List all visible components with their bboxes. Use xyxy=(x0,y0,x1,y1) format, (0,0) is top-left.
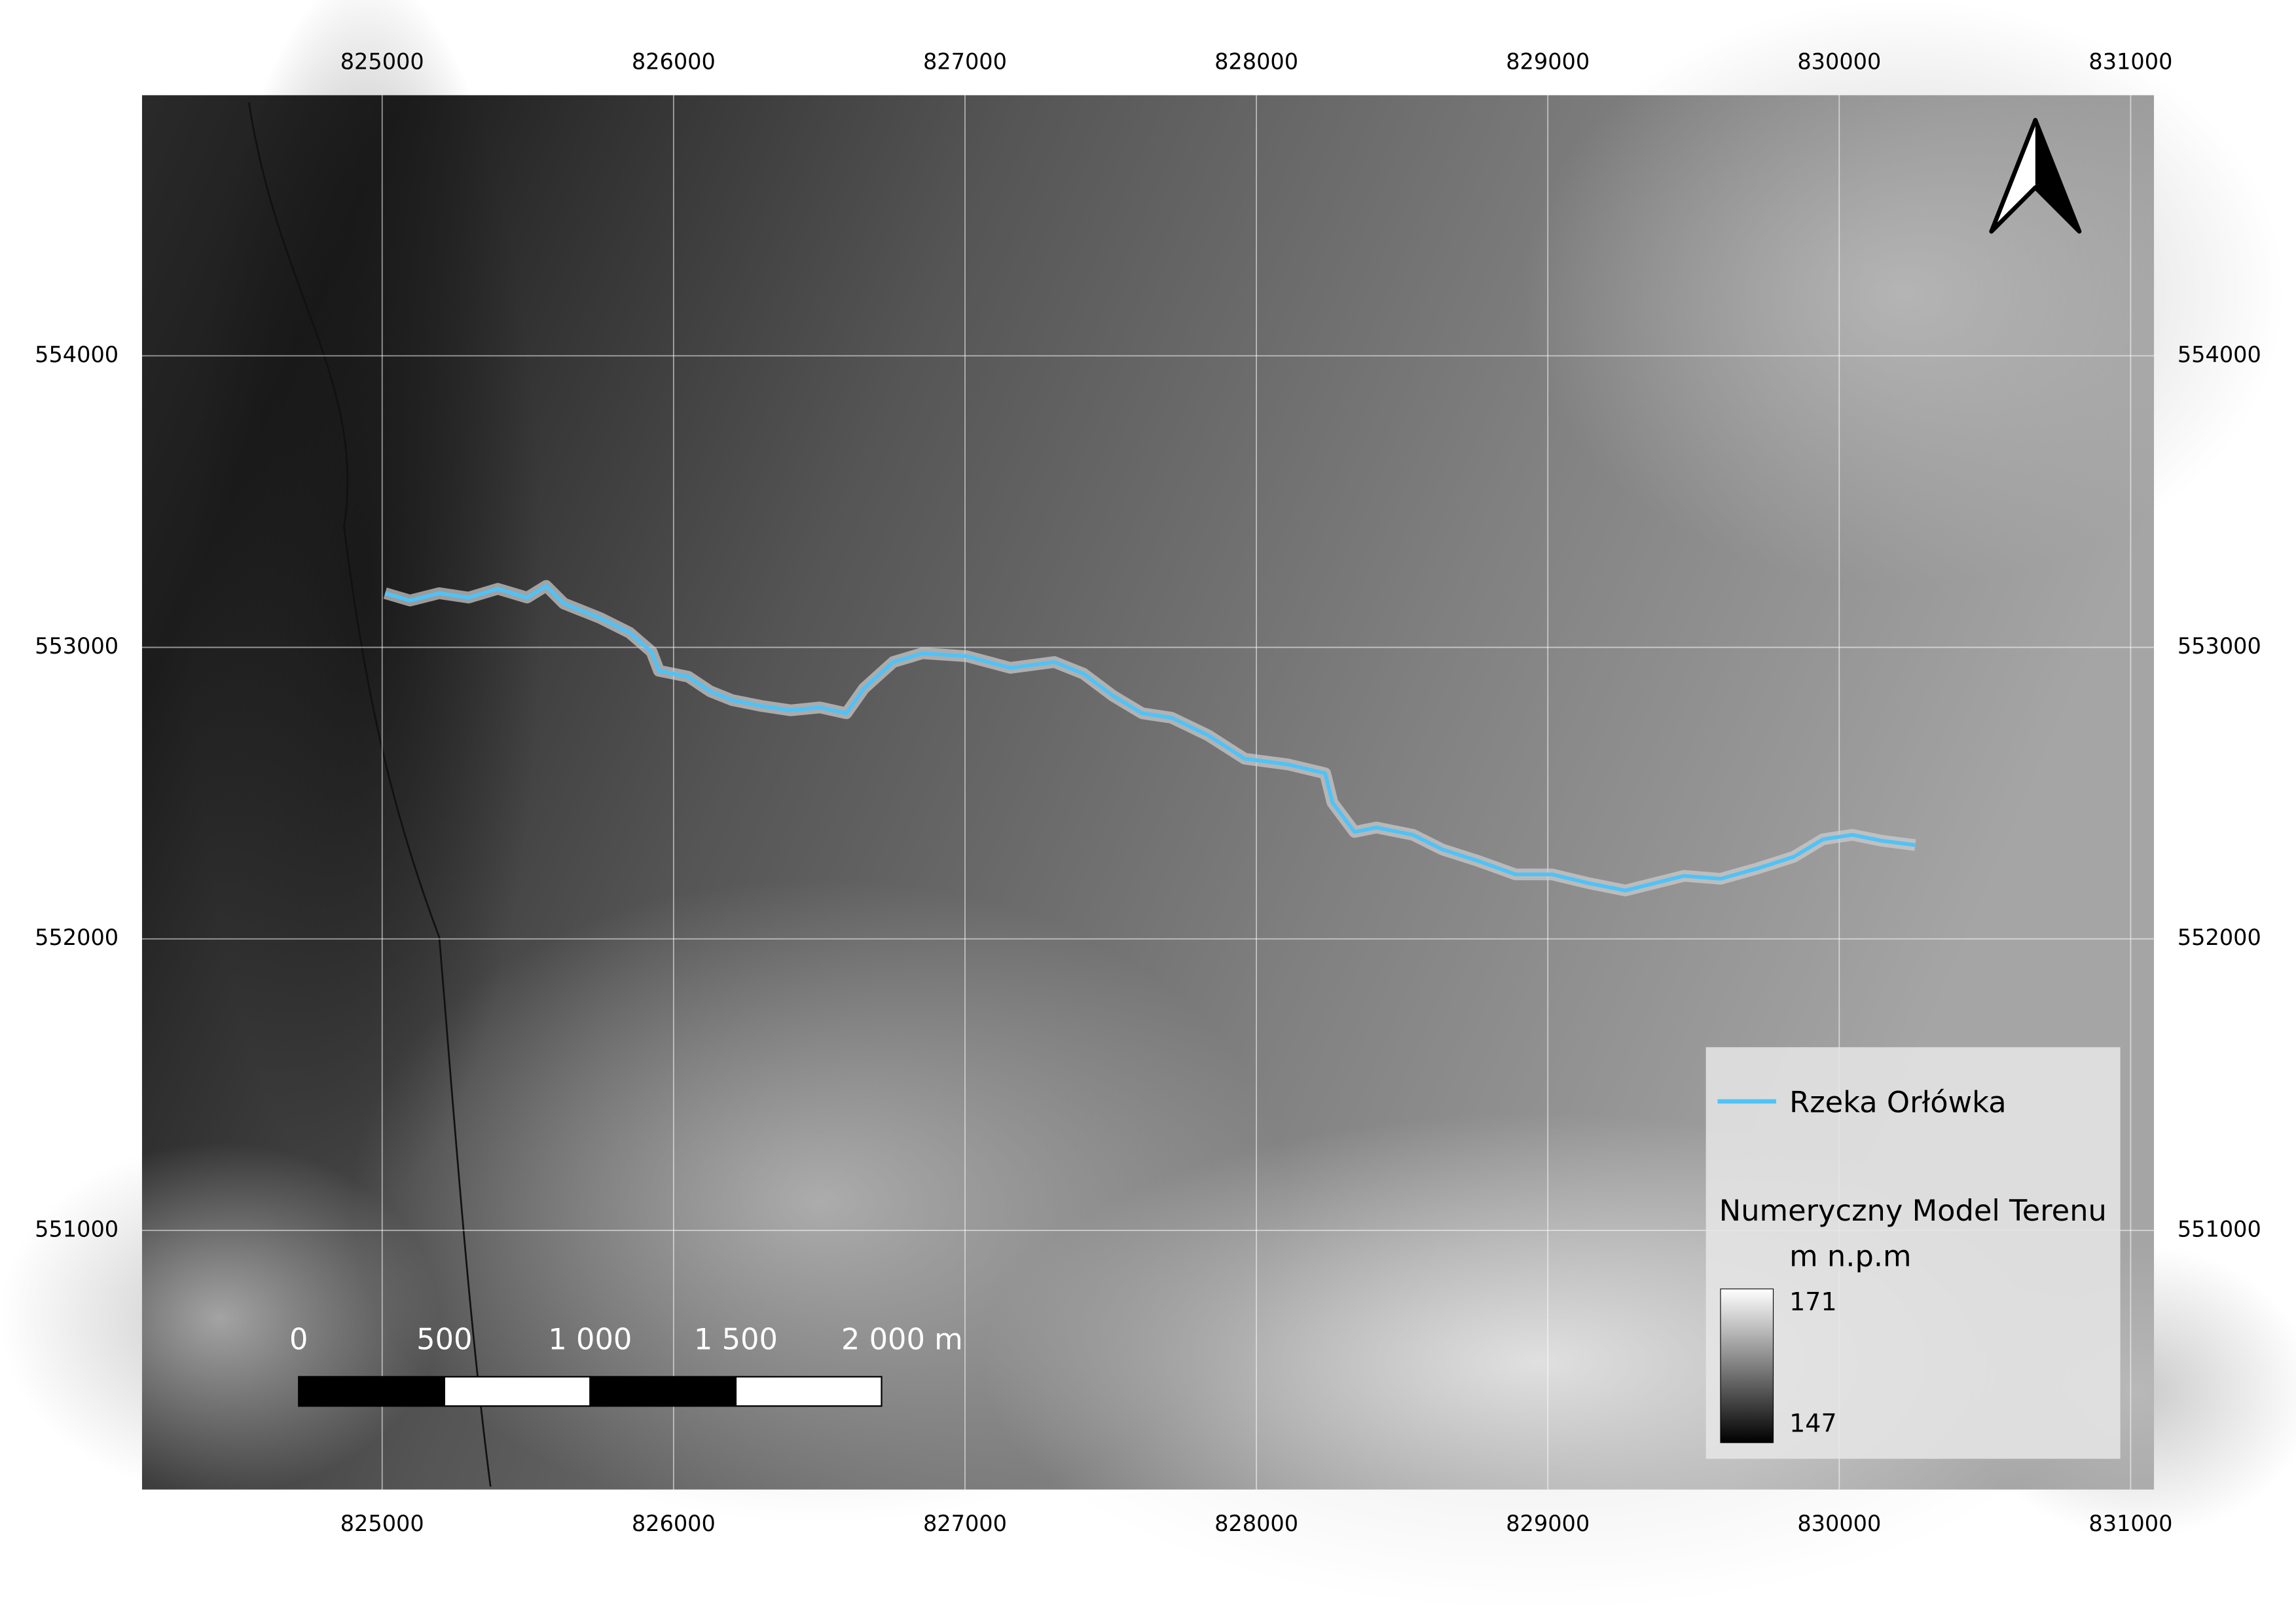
scale-label: 500 xyxy=(416,1322,472,1357)
scale-label: 2 000 m xyxy=(841,1322,963,1357)
raster-title: Numeryczny Model Terenu xyxy=(1719,1193,2107,1228)
ramp-min-label: 147 xyxy=(1789,1409,1837,1438)
x-tick-label: 831000 xyxy=(2088,49,2172,75)
legend: Rzeka Orłówka Numeryczny Model Terenu m … xyxy=(1705,1047,2121,1459)
x-tick-label: 825000 xyxy=(340,49,424,75)
x-tick-label: 831000 xyxy=(2088,1511,2172,1536)
scale-segment xyxy=(589,1376,737,1407)
y-tick-label: 552000 xyxy=(35,925,118,950)
y-tick-label: 554000 xyxy=(35,342,118,367)
x-tick-label: 827000 xyxy=(923,49,1007,75)
x-tick-label: 827000 xyxy=(923,1511,1007,1536)
y-tick-label: 553000 xyxy=(35,633,118,659)
scale-label: 0 xyxy=(289,1322,308,1357)
scale-segment xyxy=(298,1376,445,1407)
color-ramp xyxy=(1720,1288,1774,1443)
y-tick-label: 554000 xyxy=(2178,342,2261,367)
river xyxy=(383,580,1916,896)
scale-label: 1 000 xyxy=(548,1322,632,1357)
legend-label: Rzeka Orłówka xyxy=(1789,1084,2007,1119)
x-tick-label: 826000 xyxy=(632,49,716,75)
scale-label: 1 500 xyxy=(694,1322,778,1357)
y-tick-label: 551000 xyxy=(35,1216,118,1242)
x-tick-label: 830000 xyxy=(1797,1511,1881,1536)
x-tick-label: 830000 xyxy=(1797,49,1881,75)
scale-bar: 0 500 1 000 1 500 2 000 m xyxy=(289,1322,963,1407)
y-tick-label: 551000 xyxy=(2178,1216,2261,1242)
coordinate-labels: 825000 825000 826000 826000 827000 827000 8280… xyxy=(35,49,2261,1536)
ramp-max-label: 171 xyxy=(1789,1287,1837,1316)
x-tick-label: 826000 xyxy=(632,1511,716,1536)
scale-segment xyxy=(735,1376,883,1407)
x-tick-label: 829000 xyxy=(1506,49,1590,75)
x-tick-label: 825000 xyxy=(340,1511,424,1536)
x-tick-label: 828000 xyxy=(1214,1511,1298,1536)
x-tick-label: 829000 xyxy=(1506,1511,1590,1536)
north-arrow xyxy=(1989,118,2082,234)
y-tick-label: 552000 xyxy=(2178,925,2261,950)
y-tick-label: 553000 xyxy=(2178,633,2261,659)
scale-segment xyxy=(443,1376,591,1407)
raster-unit: m n.p.m xyxy=(1789,1238,1912,1273)
x-tick-label: 828000 xyxy=(1214,49,1298,75)
